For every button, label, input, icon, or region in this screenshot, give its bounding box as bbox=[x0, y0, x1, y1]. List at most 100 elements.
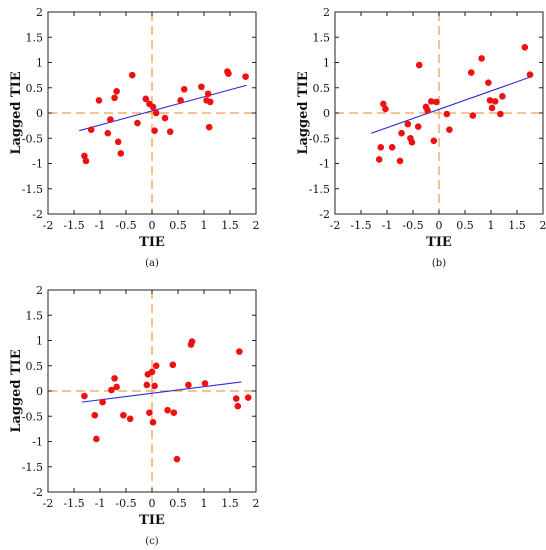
x-tick-label: -2 bbox=[43, 497, 54, 510]
x-tick-label: -2 bbox=[43, 219, 54, 232]
y-tick-label: -1 bbox=[319, 158, 330, 171]
y-tick-label: 0 bbox=[36, 107, 43, 120]
data-point bbox=[152, 109, 160, 117]
data-point bbox=[499, 93, 506, 100]
data-point bbox=[398, 129, 405, 137]
y-tick-label: 0.5 bbox=[313, 82, 331, 95]
data-point bbox=[488, 104, 496, 112]
data-point bbox=[198, 83, 205, 91]
data-point bbox=[81, 152, 88, 160]
data-point bbox=[377, 144, 385, 151]
x-tick-label: 0.5 bbox=[169, 497, 187, 510]
data-point bbox=[104, 129, 112, 137]
x-tick-label: -0.5 bbox=[402, 219, 423, 232]
x-tick-label: 1 bbox=[488, 219, 495, 232]
y-tick-label: 2 bbox=[323, 6, 330, 19]
y-tick-label: -2 bbox=[32, 208, 43, 221]
panel-label: (b) bbox=[432, 258, 446, 269]
data-point bbox=[382, 105, 389, 113]
y-tick-label: 1 bbox=[323, 57, 330, 70]
data-point bbox=[134, 119, 141, 127]
x-axis-label: TIE bbox=[139, 235, 165, 250]
data-point bbox=[148, 368, 156, 376]
panel-label: (a) bbox=[145, 258, 159, 269]
data-point bbox=[467, 69, 475, 76]
data-point bbox=[143, 381, 151, 389]
y-tick-label: 0 bbox=[323, 107, 330, 120]
x-tick-label: -0.5 bbox=[115, 497, 136, 510]
x-tick-label: -1.5 bbox=[63, 497, 84, 510]
y-tick-label: -0.5 bbox=[22, 410, 43, 423]
scatter-panel-3: -2 -1.5 -1 -0.5 0 0.5 1 1.5 2 -2 -1.5 -1 -0.5 0 0.5 1 1.… bbox=[9, 284, 260, 547]
data-point bbox=[497, 110, 504, 118]
data-point bbox=[424, 107, 431, 114]
y-tick-label: -1.5 bbox=[309, 183, 330, 196]
data-point bbox=[242, 73, 249, 80]
x-tick-label: 0 bbox=[149, 497, 156, 510]
data-point bbox=[149, 419, 157, 426]
data-point bbox=[388, 144, 396, 151]
data-point bbox=[99, 398, 106, 406]
data-point bbox=[166, 128, 174, 135]
panel-label: (c) bbox=[145, 536, 159, 547]
y-tick-label: -1 bbox=[32, 436, 43, 449]
y-tick-label: 1.5 bbox=[313, 31, 331, 44]
data-point bbox=[204, 90, 212, 98]
x-tick-label: 2 bbox=[540, 219, 546, 232]
data-point bbox=[232, 395, 240, 402]
y-tick-label: -1 bbox=[32, 158, 43, 171]
y-tick-label: 1.5 bbox=[26, 31, 44, 44]
y-tick-label: -1.5 bbox=[22, 461, 43, 474]
data-point bbox=[128, 71, 136, 79]
y-tick-label: 2 bbox=[36, 6, 43, 19]
x-tick-label: 0 bbox=[436, 219, 443, 232]
data-point bbox=[491, 98, 499, 105]
data-point bbox=[173, 455, 181, 463]
y-axis-label: Lagged TIE bbox=[9, 349, 24, 432]
data-point bbox=[396, 157, 404, 165]
y-axis-label: Lagged TIE bbox=[9, 71, 24, 154]
data-point bbox=[152, 362, 160, 370]
data-point bbox=[244, 394, 252, 401]
data-point bbox=[82, 157, 90, 165]
data-point bbox=[188, 338, 196, 345]
scatter-panel-2: -2 -1.5 -1 -0.5 0 0.5 1 1.5 2 -2 -1.5 -1 -0.5 0 0.5 1 1.… bbox=[296, 6, 546, 269]
y-tick-label: 1.5 bbox=[26, 309, 44, 322]
data-point bbox=[478, 55, 485, 62]
x-tick-label: -1.5 bbox=[350, 219, 371, 232]
x-tick-label: -2 bbox=[330, 219, 341, 232]
data-point bbox=[404, 120, 412, 128]
data-point bbox=[526, 71, 534, 78]
data-point bbox=[107, 116, 114, 123]
data-point bbox=[486, 97, 494, 104]
data-point bbox=[185, 381, 192, 389]
data-point bbox=[117, 150, 125, 157]
x-tick-label: -1 bbox=[95, 219, 106, 232]
data-point bbox=[443, 110, 451, 118]
data-point bbox=[149, 103, 157, 111]
data-point bbox=[469, 112, 477, 119]
data-point bbox=[151, 382, 158, 390]
x-axis-label: TIE bbox=[426, 235, 452, 250]
x-tick-label: 1 bbox=[201, 497, 208, 510]
y-tick-label: 1 bbox=[36, 335, 43, 348]
data-point bbox=[485, 79, 492, 86]
data-point bbox=[95, 97, 103, 104]
x-tick-label: 1.5 bbox=[221, 497, 239, 510]
x-tick-label: 1 bbox=[201, 219, 208, 232]
data-point bbox=[446, 126, 453, 133]
y-tick-label: 1 bbox=[36, 57, 43, 70]
y-tick-label: -2 bbox=[32, 486, 43, 499]
data-point bbox=[375, 156, 383, 163]
x-tick-label: -1.5 bbox=[63, 219, 84, 232]
data-point bbox=[206, 98, 214, 106]
data-point bbox=[91, 411, 99, 419]
y-tick-label: 0 bbox=[36, 385, 43, 398]
x-tick-label: 2 bbox=[253, 219, 260, 232]
x-tick-label: -1 bbox=[95, 497, 106, 510]
x-tick-label: 1.5 bbox=[508, 219, 526, 232]
data-point bbox=[111, 375, 118, 382]
y-tick-label: -2 bbox=[319, 208, 330, 221]
x-tick-label: -1 bbox=[382, 219, 393, 232]
y-tick-label: 0.5 bbox=[26, 82, 44, 95]
